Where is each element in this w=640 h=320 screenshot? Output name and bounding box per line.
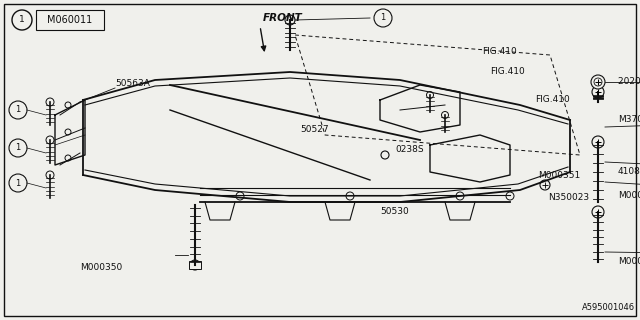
Text: M000350: M000350 — [80, 262, 122, 271]
Circle shape — [591, 75, 605, 89]
Circle shape — [592, 86, 604, 98]
Text: 20205<FOR DBK>: 20205<FOR DBK> — [618, 77, 640, 86]
Circle shape — [190, 260, 200, 270]
Text: 50530: 50530 — [380, 207, 409, 217]
Text: 0238S: 0238S — [395, 146, 424, 155]
Text: FIG.410: FIG.410 — [535, 95, 570, 105]
Text: 50563A: 50563A — [115, 78, 150, 87]
Text: 1: 1 — [15, 106, 20, 115]
Text: FIG.410: FIG.410 — [482, 47, 516, 57]
Bar — [36, 10, 104, 30]
Bar — [189, 261, 201, 269]
Text: M000433: M000433 — [618, 258, 640, 267]
Text: 41083: 41083 — [618, 167, 640, 177]
Text: 50527: 50527 — [300, 125, 328, 134]
Text: 1: 1 — [15, 179, 20, 188]
Text: FRONT: FRONT — [263, 13, 303, 23]
Text: 1: 1 — [380, 13, 386, 22]
Text: 1: 1 — [15, 143, 20, 153]
Text: N350023: N350023 — [548, 193, 589, 202]
Text: M000433: M000433 — [618, 190, 640, 199]
Text: 1: 1 — [19, 15, 25, 25]
Text: M060011: M060011 — [47, 15, 93, 25]
Circle shape — [592, 206, 604, 218]
Text: A595001046: A595001046 — [582, 303, 635, 312]
Text: M000351: M000351 — [538, 171, 580, 180]
Text: M370008: M370008 — [618, 116, 640, 124]
Circle shape — [592, 136, 604, 148]
Text: FIG.410: FIG.410 — [490, 68, 525, 76]
